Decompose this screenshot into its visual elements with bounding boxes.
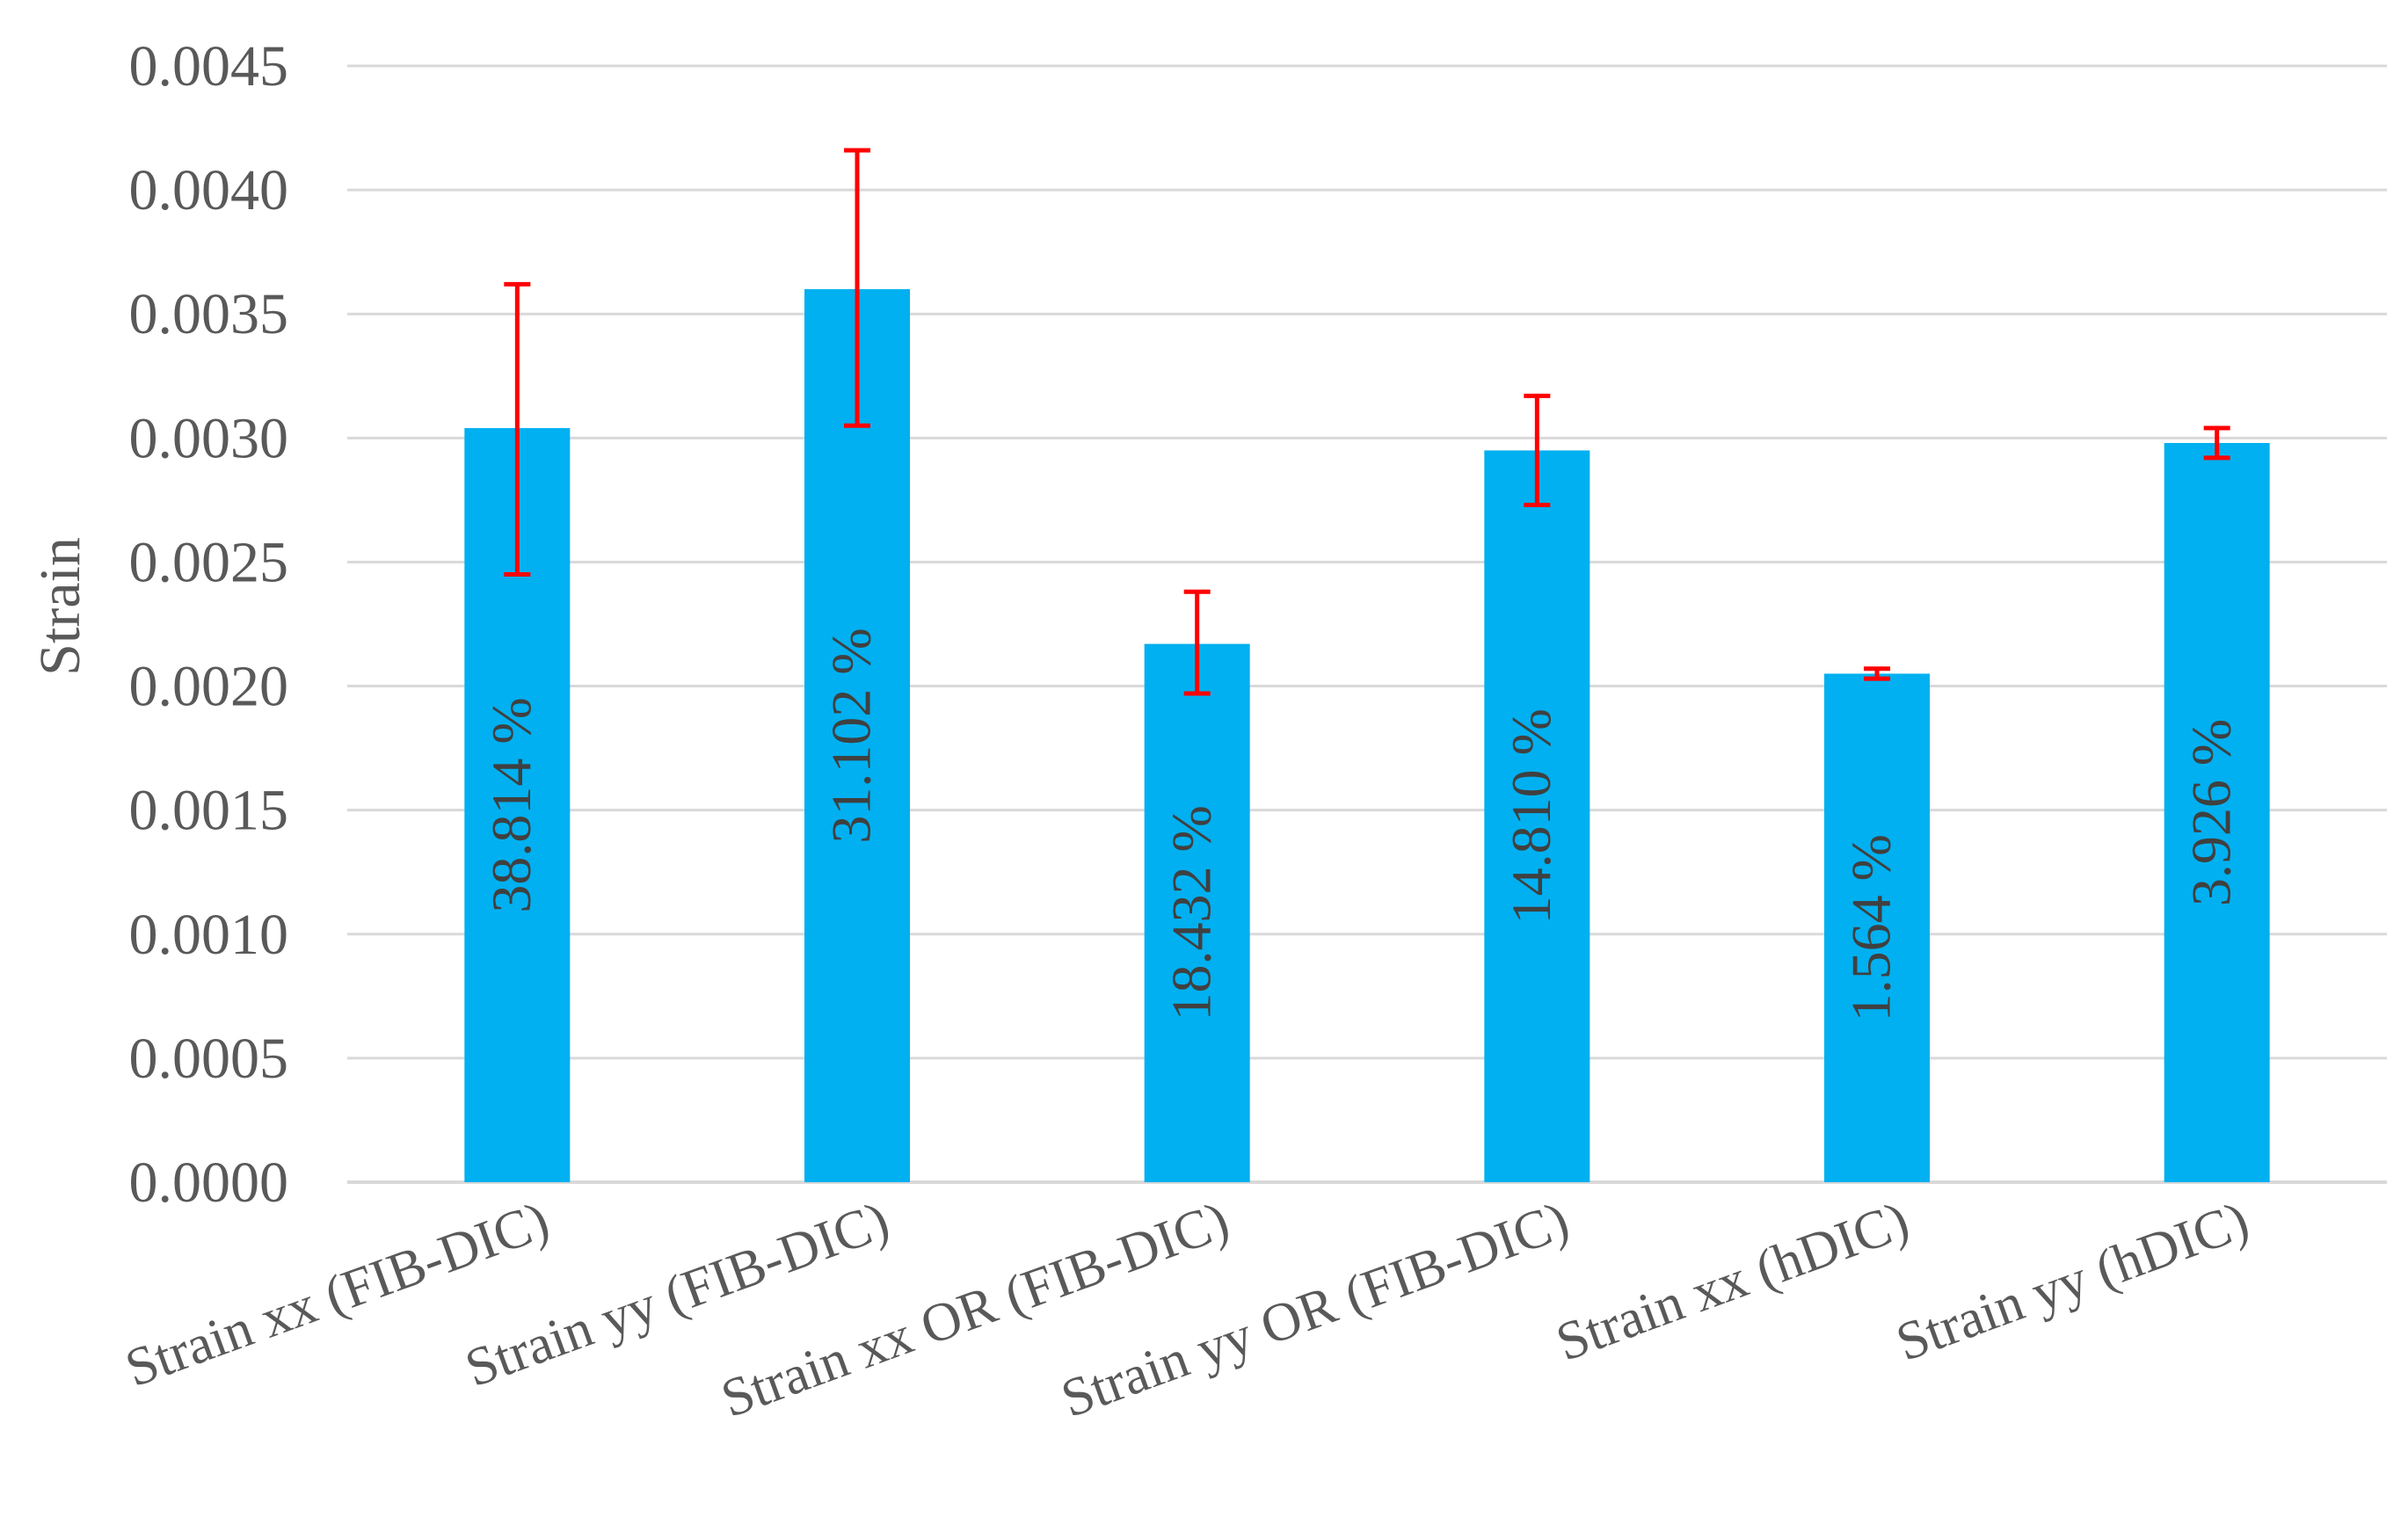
y-tick-label: 0.0035 (129, 282, 289, 346)
bar (804, 289, 910, 1182)
bar-data-label: 18.432 % (1160, 805, 1222, 1020)
bar (2164, 442, 2270, 1182)
bar (1824, 673, 1930, 1182)
y-tick-label: 0.0040 (129, 158, 289, 222)
y-tick-label: 0.0045 (129, 34, 289, 98)
y-tick-label: 0.0010 (129, 903, 289, 967)
x-category-label: Strain xx (hDIC) (1549, 1190, 1917, 1373)
y-tick-label: 0.0025 (129, 530, 289, 594)
data-labels: 38.814 % 31.102 % 18.432 % 14.810 % 1.564 % 3… (480, 628, 2242, 1021)
bar-data-label: 3.926 % (2179, 719, 2242, 906)
x-category-label: Strain yy (hDIC) (1888, 1190, 2256, 1373)
y-axis-title: Strain (28, 537, 92, 676)
x-axis-categories: Strain xx (FIB-DIC)Strain yy (FIB-DIC)St… (118, 1190, 2256, 1429)
bar-data-label: 31.102 % (820, 628, 883, 843)
error-bars (504, 148, 2230, 696)
gridlines (347, 64, 2387, 1184)
y-tick-label: 0.0005 (129, 1027, 289, 1091)
y-tick-label: 0.0030 (129, 406, 289, 470)
y-tick-label: 0.0000 (129, 1151, 289, 1215)
bar (1484, 450, 1590, 1182)
y-tick-label: 0.0020 (129, 655, 289, 719)
bar-data-label: 14.810 % (1500, 708, 1562, 924)
bar-data-label: 38.814 % (480, 697, 542, 912)
y-tick-label: 0.0015 (129, 779, 289, 843)
bar-data-label: 1.564 % (1840, 834, 1902, 1021)
y-axis-ticks: 0.0000 0.0005 0.0010 0.0015 0.0020 0.0025 0.00… (129, 34, 289, 1215)
bars (464, 289, 2270, 1182)
bar (1144, 643, 1250, 1182)
